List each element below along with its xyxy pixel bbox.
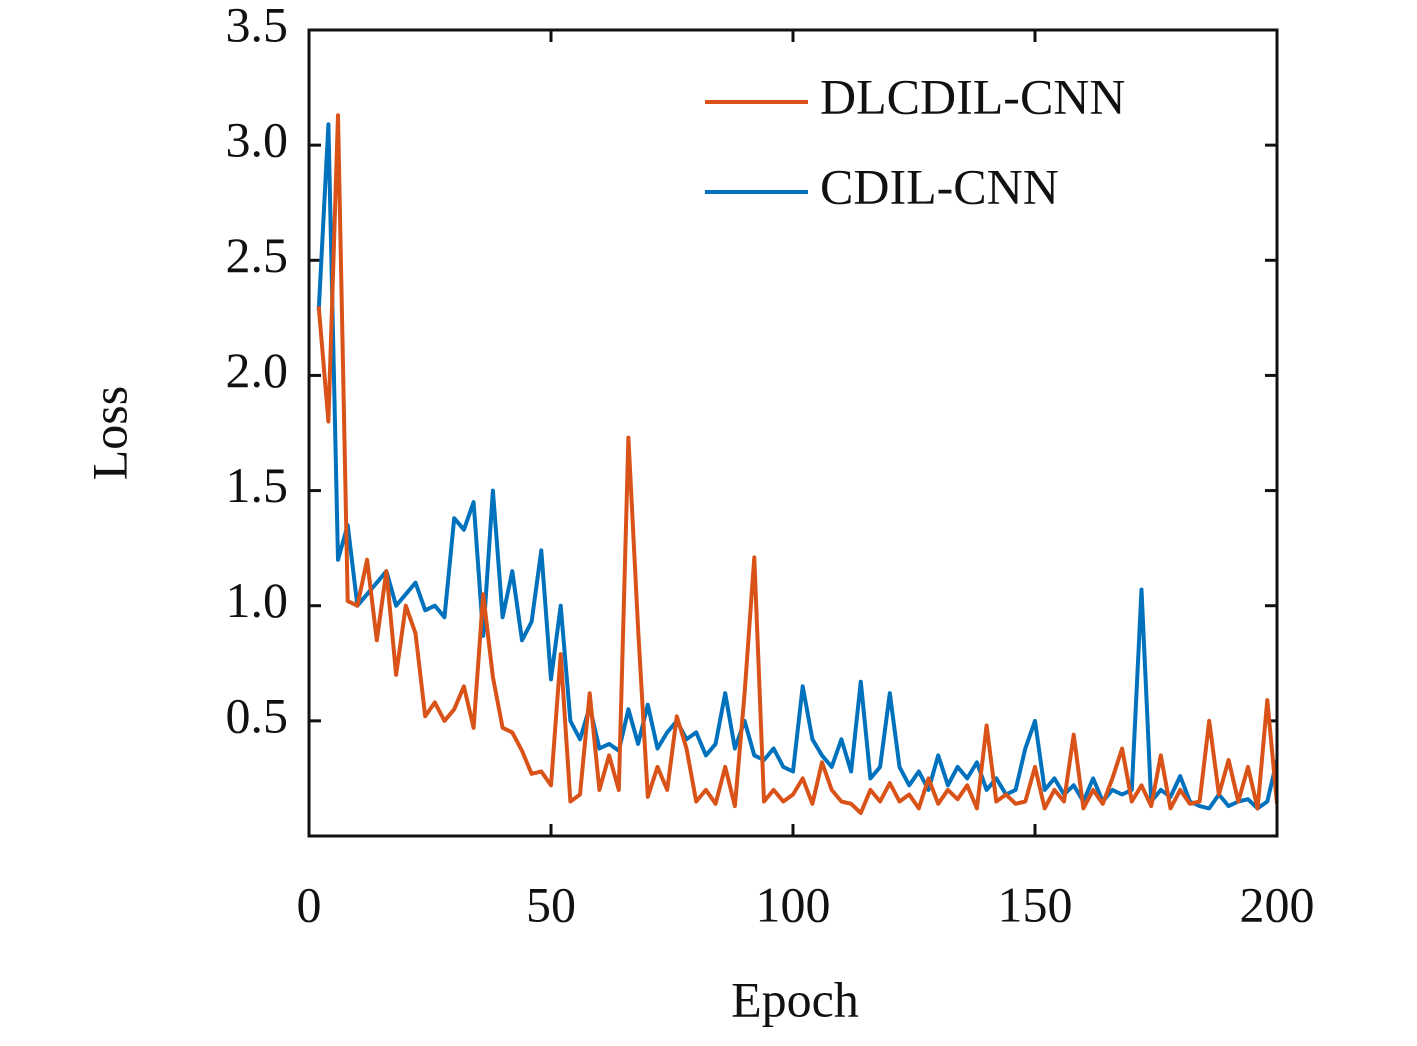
- x-tick-label: 150: [998, 876, 1073, 932]
- data-line: [316, 113, 1277, 815]
- plot-frame: [307, 28, 1279, 838]
- data-line: [316, 122, 1277, 811]
- x-tick-label: 200: [1240, 876, 1315, 932]
- plot-area: [316, 113, 1277, 815]
- x-tick-label: 50: [526, 876, 576, 932]
- y-tick-label: 2.0: [226, 342, 289, 398]
- y-tick-label: 2.5: [226, 227, 289, 283]
- y-tick-label: 1.0: [226, 572, 289, 628]
- y-tick-label: 1.5: [226, 457, 289, 513]
- x-axis-label: Epoch: [731, 971, 859, 1027]
- x-tick-label: 100: [756, 876, 831, 932]
- y-tick-label: 3.5: [226, 0, 289, 52]
- x-tick-label: 0: [297, 876, 322, 932]
- y-tick-label: 3.0: [226, 112, 289, 168]
- legend-label: DLCDIL-CNN: [820, 68, 1126, 124]
- y-axis-label: Loss: [81, 386, 137, 480]
- y-tick-label: 0.5: [226, 687, 289, 743]
- legend-label: CDIL-CNN: [820, 158, 1059, 214]
